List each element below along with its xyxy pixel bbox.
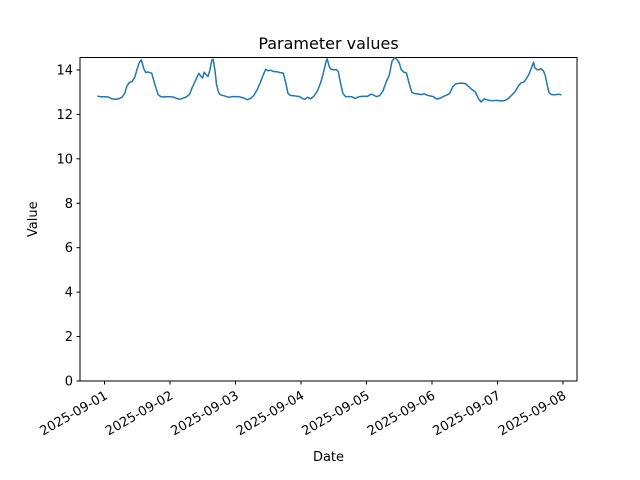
x-axis-label: Date	[313, 450, 344, 465]
x-tick-label: 2025-09-01	[38, 388, 111, 439]
y-tick-label: 8	[65, 197, 73, 212]
x-tick-label: 2025-09-02	[103, 388, 176, 439]
x-tick-label: 2025-09-04	[234, 388, 307, 439]
x-tick-label: 2025-09-03	[169, 388, 242, 439]
y-tick-label: 6	[65, 241, 73, 256]
x-tick-label: 2025-09-05	[300, 388, 373, 439]
x-axis-ticks: 2025-09-012025-09-022025-09-032025-09-04…	[38, 381, 569, 439]
x-tick-label: 2025-09-06	[365, 388, 438, 439]
chart-title: Parameter values	[258, 34, 398, 53]
y-tick-label: 12	[56, 108, 73, 123]
y-tick-label: 10	[56, 152, 73, 167]
data-series-line	[97, 56, 562, 103]
y-tick-label: 14	[56, 63, 73, 78]
plot-area-border	[79, 57, 578, 382]
y-tick-label: 0	[65, 375, 73, 390]
y-axis-label: Value	[26, 201, 41, 237]
y-axis-ticks: 0 2 4 6 8 10 12 14	[56, 63, 80, 390]
x-tick-label: 2025-09-07	[431, 388, 504, 439]
y-tick-label: 4	[65, 286, 73, 301]
y-tick-label: 2	[65, 330, 73, 345]
x-tick-label: 2025-09-08	[496, 388, 569, 439]
